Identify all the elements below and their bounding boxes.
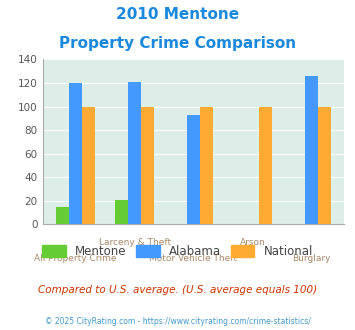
Text: © 2025 CityRating.com - https://www.cityrating.com/crime-statistics/: © 2025 CityRating.com - https://www.city…: [45, 317, 310, 326]
Text: Property Crime Comparison: Property Crime Comparison: [59, 36, 296, 51]
Text: Motor Vehicle Theft: Motor Vehicle Theft: [149, 254, 237, 263]
Bar: [69, 83, 82, 224]
Text: Arson: Arson: [240, 238, 265, 247]
Text: All Property Crime: All Property Crime: [34, 254, 117, 263]
Bar: [56, 207, 69, 224]
Bar: [305, 76, 318, 224]
Text: Larceny & Theft: Larceny & Theft: [99, 238, 171, 247]
Bar: [259, 107, 272, 224]
Bar: [200, 107, 213, 224]
Bar: [141, 107, 154, 224]
Bar: [187, 115, 200, 224]
Bar: [318, 107, 331, 224]
Legend: Mentone, Alabama, National: Mentone, Alabama, National: [37, 241, 318, 263]
Text: Compared to U.S. average. (U.S. average equals 100): Compared to U.S. average. (U.S. average …: [38, 285, 317, 295]
Bar: [82, 107, 95, 224]
Text: Burglary: Burglary: [292, 254, 331, 263]
Text: 2010 Mentone: 2010 Mentone: [116, 7, 239, 21]
Bar: [128, 82, 141, 224]
Bar: [115, 200, 128, 224]
